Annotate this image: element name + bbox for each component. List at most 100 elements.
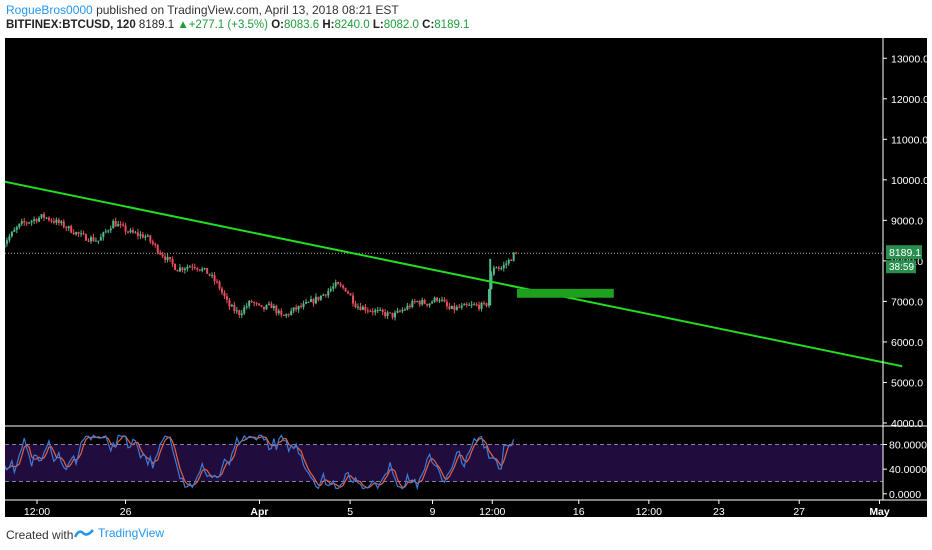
candle-body <box>57 219 60 224</box>
candle-body <box>201 268 204 271</box>
candle-body <box>23 221 26 223</box>
chart-svg[interactable]: 13000.012000.011000.010000.09000.08000.0… <box>5 38 927 517</box>
support-zone <box>516 288 614 298</box>
candle-body <box>154 243 157 246</box>
candle-body <box>275 305 278 314</box>
candle-body <box>248 301 251 307</box>
candle-body <box>238 310 241 316</box>
x-tick-label: 27 <box>793 506 805 517</box>
candle-body <box>176 269 179 272</box>
candle-body <box>188 266 191 268</box>
candle-body <box>428 303 431 306</box>
candle-body <box>322 294 325 296</box>
candle-body <box>131 230 134 233</box>
candle-body <box>211 275 214 277</box>
candle-body <box>62 221 65 228</box>
candle-body <box>337 282 340 285</box>
candle-body <box>45 217 48 219</box>
change-value: +277.1 (+3.5%) <box>188 19 268 31</box>
candle-body <box>225 296 228 300</box>
candle-body <box>307 301 310 303</box>
candle-body <box>243 307 246 314</box>
tradingview-logo[interactable]: TradingView <box>74 526 164 540</box>
x-tick-label: 12:00 <box>479 506 505 517</box>
candle-body <box>82 233 85 235</box>
axes: 13000.012000.011000.010000.09000.08000.0… <box>5 38 927 517</box>
candle-body <box>300 305 303 307</box>
y-tick-label: 6000.0 <box>891 337 923 349</box>
candle-body <box>317 296 320 300</box>
low-value: 8082.0 <box>383 19 419 31</box>
candle-body <box>193 266 196 268</box>
chart-header: RogueBros0000 published on TradingView.c… <box>0 0 932 38</box>
candle-body <box>371 311 374 313</box>
candle-body <box>72 232 75 235</box>
candle-body <box>13 229 16 232</box>
candle-body <box>421 299 424 305</box>
candle-body <box>92 237 95 241</box>
candle-body <box>265 304 268 310</box>
candle-body <box>305 302 308 304</box>
candle-body <box>453 305 456 310</box>
close-label: C: <box>422 19 435 31</box>
candle-body <box>25 222 28 224</box>
candle-body <box>235 310 238 312</box>
candle-body <box>448 306 451 309</box>
candle-body <box>408 305 411 308</box>
candle-body <box>260 305 263 307</box>
candle-body <box>144 236 147 238</box>
candle-body <box>302 303 305 307</box>
candle-body <box>319 295 322 300</box>
candle-body <box>146 235 149 237</box>
candle-body <box>30 220 33 223</box>
candle-body <box>67 226 70 229</box>
candle-body <box>198 269 201 271</box>
candle-body <box>492 267 495 275</box>
candle-body <box>129 230 132 233</box>
candle-body <box>208 273 211 276</box>
candle-body <box>470 304 473 306</box>
stoch-rsi-panel <box>5 434 883 491</box>
candle-body <box>475 304 478 306</box>
candle-body <box>431 301 434 304</box>
candle-body <box>65 227 68 229</box>
price-panel <box>5 180 903 368</box>
candle-body <box>166 256 169 260</box>
candle-body <box>240 313 243 316</box>
candle-body <box>460 305 463 308</box>
candle-body <box>151 241 154 244</box>
candle-body <box>416 301 419 303</box>
candle-body <box>438 300 441 302</box>
high-label: H: <box>322 19 335 31</box>
candle-body <box>99 237 102 241</box>
candle-body <box>406 305 409 310</box>
candle-body <box>186 266 189 269</box>
candle-body <box>267 303 270 305</box>
chart-canvas[interactable]: 13000.012000.011000.010000.09000.08000.0… <box>5 38 927 517</box>
candle-body <box>60 221 63 224</box>
y-tick-label: 9000.0 <box>891 215 923 227</box>
candle-body <box>500 268 503 270</box>
candle-body <box>164 256 167 260</box>
candle-body <box>324 294 327 296</box>
candle-body <box>33 219 36 221</box>
author-link[interactable]: RogueBros0000 <box>6 3 93 17</box>
y-tick-label: 11000.0 <box>891 134 927 146</box>
candle-body <box>253 302 256 304</box>
candle-body <box>38 217 41 222</box>
candle-body <box>191 266 194 268</box>
candle-body <box>40 214 43 218</box>
candle-body <box>213 275 216 282</box>
candle-body <box>15 227 18 230</box>
candle-body <box>512 252 515 261</box>
candle-body <box>386 312 389 317</box>
countdown-badge <box>886 260 916 274</box>
candle-body <box>233 304 236 312</box>
candle-body <box>282 314 285 316</box>
candle-body <box>107 230 110 232</box>
candle-body <box>55 219 58 223</box>
candle-body <box>411 300 414 308</box>
candle-body <box>292 307 295 311</box>
candle-body <box>50 220 53 222</box>
candle-body <box>309 299 312 302</box>
